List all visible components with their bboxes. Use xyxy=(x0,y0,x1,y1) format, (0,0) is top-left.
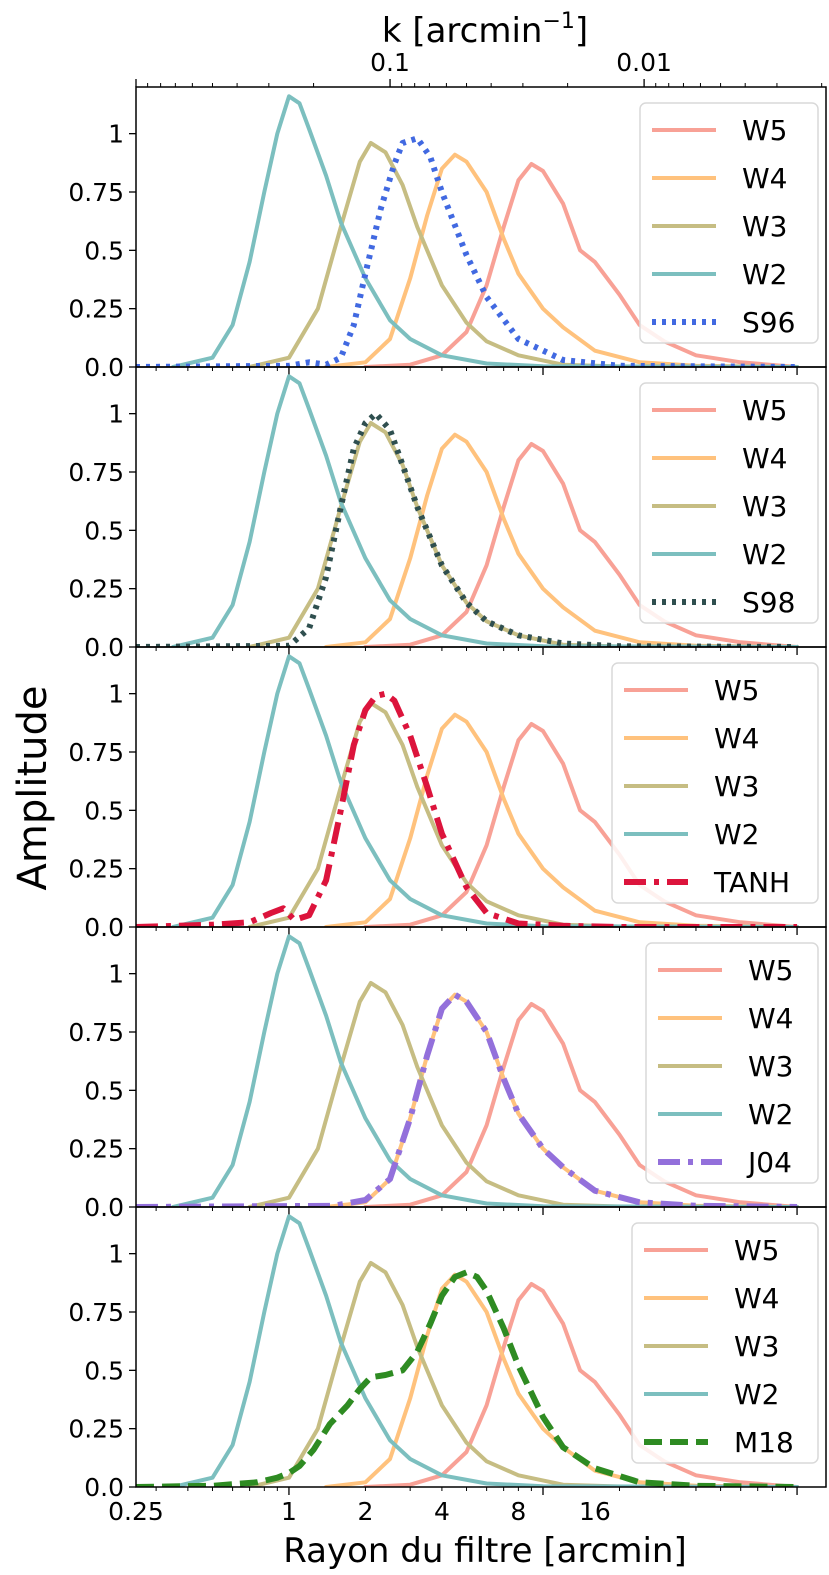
series-line-j04 xyxy=(136,991,798,1207)
top-tick-label: 0.1 xyxy=(370,48,410,77)
y-tick-label: 1 xyxy=(108,680,124,709)
legend-label: TANH xyxy=(713,866,790,899)
y-tick-label: 0.25 xyxy=(68,575,124,604)
y-tick-label: 0.75 xyxy=(68,458,124,487)
legend-label: W5 xyxy=(748,954,794,987)
series-line-w4 xyxy=(324,152,800,367)
top-axis-label: k [arcmin−1] xyxy=(382,9,588,51)
series-line-s96 xyxy=(136,135,798,367)
panel-1: 0.0 0.25 0.5 0.75 1 W5 W4 W3 W2 S96 xyxy=(68,86,827,382)
legend-label: W4 xyxy=(742,162,788,195)
y-tick-label: 0.25 xyxy=(68,855,124,884)
y-axis-label: Amplitude xyxy=(10,686,56,891)
legend-label: W4 xyxy=(734,1282,780,1315)
panel-5: 0.0 0.25 0.5 0.75 1 W5 W4 W3 W2 M18 xyxy=(68,1206,827,1502)
y-tick-label: 0.5 xyxy=(84,796,124,825)
series-line-w3 xyxy=(247,701,800,927)
legend-box xyxy=(639,382,819,624)
legend-box xyxy=(611,662,819,904)
y-tick-label: 1 xyxy=(108,400,124,429)
legend-label: S98 xyxy=(742,586,795,619)
panels: 0.0 0.25 0.5 0.75 1 W5 W4 W3 W2 S96 0.0 0.25 0.5 0.75… xyxy=(68,86,827,1502)
y-tick-label: 0.75 xyxy=(68,1298,124,1327)
series-line-w4 xyxy=(324,432,800,647)
x-tick-label: 8 xyxy=(510,1497,526,1526)
series-line-w2 xyxy=(171,934,800,1207)
legend-label: W2 xyxy=(742,258,788,291)
legend: W5 W4 W3 W2 J04 xyxy=(645,942,819,1184)
y-tick-label: 0.5 xyxy=(84,1356,124,1385)
legend-box xyxy=(639,102,819,344)
series-line-w2 xyxy=(171,1214,800,1487)
top-tick-label: 0.01 xyxy=(616,48,672,77)
y-tick-label: 1 xyxy=(108,960,124,989)
y-tick-label: 0.0 xyxy=(84,913,124,942)
x-tick-label: 4 xyxy=(434,1497,450,1526)
series-line-w2 xyxy=(171,374,800,647)
legend-label: M18 xyxy=(734,1426,794,1459)
legend-label: W5 xyxy=(734,1234,780,1267)
series-line-w3 xyxy=(247,141,800,367)
y-tick-label: 0.75 xyxy=(68,738,124,767)
x-tick-label: 0.25 xyxy=(108,1497,164,1526)
panel-3: 0.0 0.25 0.5 0.75 1 W5 W4 W3 W2 TANH xyxy=(68,646,827,942)
legend-label: W5 xyxy=(742,114,788,147)
legend-box xyxy=(631,1222,819,1464)
y-tick-label: 0.5 xyxy=(84,236,124,265)
legend-label: W5 xyxy=(714,674,760,707)
legend: W5 W4 W3 W2 S96 xyxy=(639,102,819,344)
legend-label: W2 xyxy=(748,1098,794,1131)
y-tick-label: 0.0 xyxy=(84,1473,124,1502)
y-tick-label: 1 xyxy=(108,1240,124,1269)
legend-label: S96 xyxy=(742,306,795,339)
y-tick-label: 0.5 xyxy=(84,516,124,545)
legend-label: W4 xyxy=(748,1002,794,1035)
legend-label: W5 xyxy=(742,394,788,427)
legend-label: W4 xyxy=(714,722,760,755)
x-tick-label: 1 xyxy=(281,1497,297,1526)
y-tick-label: 0.25 xyxy=(68,1415,124,1444)
series-line-m18 xyxy=(136,1269,798,1487)
x-tick-label: 2 xyxy=(357,1497,373,1526)
series-line-w3 xyxy=(247,1261,800,1487)
top-axis: 0.10.010.001 xyxy=(135,48,823,87)
panel-2: 0.0 0.25 0.5 0.75 1 W5 W4 W3 W2 S98 xyxy=(68,366,827,662)
legend-label: J04 xyxy=(746,1146,792,1179)
legend-label: W2 xyxy=(742,538,788,571)
y-tick-label: 1 xyxy=(108,120,124,149)
legend: W5 W4 W3 W2 TANH xyxy=(611,662,819,904)
x-tick-label: 16 xyxy=(579,1497,611,1526)
legend: W5 W4 W3 W2 S98 xyxy=(639,382,819,624)
legend-label: W2 xyxy=(714,818,760,851)
y-tick-label: 0.0 xyxy=(84,353,124,382)
legend-label: W3 xyxy=(748,1050,794,1083)
panel-frame xyxy=(135,1206,827,1488)
legend-label: W3 xyxy=(742,210,788,243)
legend-label: W3 xyxy=(734,1330,780,1363)
series-line-w4 xyxy=(324,712,800,927)
x-axis-label: Rayon du filtre [arcmin] xyxy=(283,1531,686,1571)
legend-box xyxy=(645,942,819,1184)
legend-label: W3 xyxy=(742,490,788,523)
series-line-w2 xyxy=(171,654,800,927)
series-line-w2 xyxy=(171,94,800,367)
legend-label: W4 xyxy=(742,442,788,475)
legend-label: W3 xyxy=(714,770,760,803)
y-tick-label: 0.75 xyxy=(68,1018,124,1047)
series-line-w3 xyxy=(247,981,800,1207)
series-line-tanh xyxy=(136,690,798,927)
y-tick-label: 0.75 xyxy=(68,178,124,207)
y-tick-label: 0.5 xyxy=(84,1076,124,1105)
y-tick-label: 0.0 xyxy=(84,633,124,662)
legend-label: W2 xyxy=(734,1378,780,1411)
legend: W5 W4 W3 W2 M18 xyxy=(631,1222,819,1464)
y-tick-label: 0.25 xyxy=(68,1135,124,1164)
panel-4: 0.0 0.25 0.5 0.75 1 W5 W4 W3 W2 J04 xyxy=(68,926,827,1222)
y-tick-label: 0.0 xyxy=(84,1193,124,1222)
y-tick-label: 0.25 xyxy=(68,295,124,324)
